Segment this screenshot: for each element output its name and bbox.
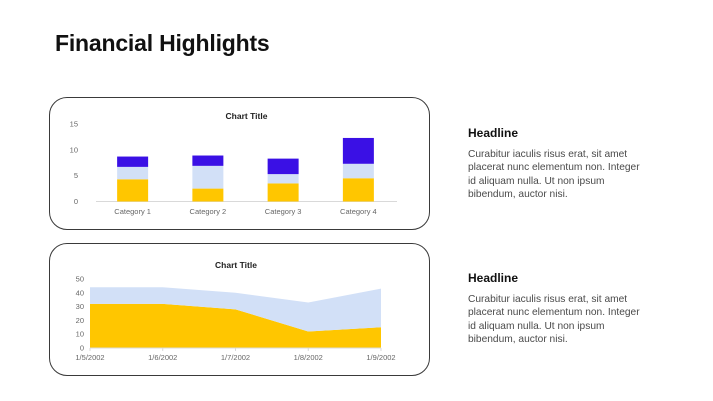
bar-segment [267,183,299,202]
area-chart-card: Chart Title 0 10 20 30 40 50 1/5/2002 1/6/2002 1/… [49,243,430,376]
y-tick-label: 40 [76,288,84,297]
bar-segment [117,179,149,202]
bar-segment [192,165,224,189]
bar-segment [192,188,224,202]
x-tick-label: Category 1 [114,207,151,216]
page-title: Financial Highlights [55,30,270,56]
x-tick-label: 1/5/2002 [75,353,104,362]
bar-segment [192,155,224,166]
x-tick-label: 1/6/2002 [148,353,177,362]
y-tick-label: 0 [80,344,84,353]
area-series [90,303,381,348]
y-tick-label: 5 [74,171,78,180]
y-tick-label: 20 [76,316,84,325]
y-tick-label: 10 [76,330,84,339]
y-tick-label: 10 [70,145,78,154]
x-tick-label: Category 3 [265,207,302,216]
chart-title: Chart Title [226,111,268,121]
section-headline: Headline [468,271,519,285]
stacked-bar-chart: Chart Title 0 5 10 15 Category 1 Category 2 Cat… [70,111,397,216]
section-headline: Headline [468,126,519,140]
y-tick-label: 50 [76,275,84,284]
y-tick-label: 30 [76,302,84,311]
bar-segment [267,158,299,175]
highlight-section-2: Headline Curabitur iaculis risus erat, s… [468,271,668,346]
bar-segment [117,156,149,167]
section-body: Curabitur iaculis risus erat, sit amet p… [468,294,640,345]
section-body: Curabitur iaculis risus erat, sit amet p… [468,149,640,200]
bar-segment [342,178,374,202]
bar-segment [117,166,149,180]
highlight-section-1: Headline Curabitur iaculis risus erat, s… [468,126,668,201]
y-tick-label: 0 [74,197,78,206]
y-tick-label: 15 [70,120,78,129]
x-tick-label: Category 4 [340,207,377,216]
bar-chart-card: Chart Title 0 5 10 15 Category 1 Category 2 Cat… [49,97,430,230]
chart-title: Chart Title [215,260,257,270]
x-tick-label: 1/8/2002 [294,353,323,362]
bar-segment [342,137,374,164]
stacked-area-chart: Chart Title 0 10 20 30 40 50 1/5/2002 1/6/2002 1/… [75,260,395,362]
bar-segment [342,163,374,179]
area-series [90,287,381,332]
x-tick-label: 1/9/2002 [366,353,395,362]
bar-segment [267,174,299,184]
x-tick-label: 1/7/2002 [221,353,250,362]
x-tick-label: Category 2 [190,207,227,216]
